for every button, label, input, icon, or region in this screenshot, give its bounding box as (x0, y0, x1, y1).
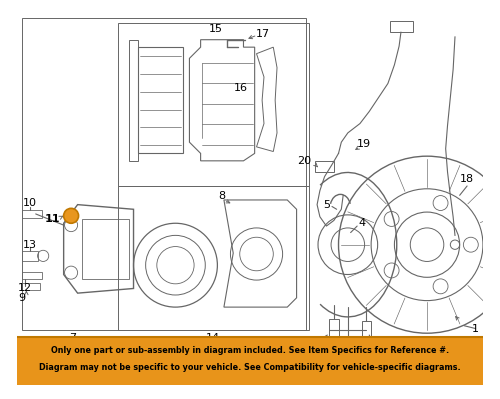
Text: 13: 13 (23, 240, 37, 250)
Bar (17, 337, 483, 385)
Text: 17: 17 (256, 29, 270, 39)
Circle shape (64, 208, 78, 223)
Text: 19: 19 (356, 139, 370, 149)
Text: 9: 9 (18, 293, 26, 303)
Text: Only one part or sub-assembly in diagram included. See Item Specifics for Refere: Only one part or sub-assembly in diagram… (51, 346, 449, 356)
Bar (315, 161, 334, 172)
Text: 15: 15 (208, 24, 222, 34)
Text: 16: 16 (234, 83, 247, 93)
Bar (362, 321, 371, 338)
Bar (22, 272, 42, 279)
Text: 11: 11 (44, 213, 60, 223)
Text: 8: 8 (218, 191, 226, 201)
Text: 2: 2 (337, 344, 344, 354)
Bar (82, 219, 129, 279)
Text: 5: 5 (323, 200, 330, 209)
Text: 6: 6 (316, 340, 324, 350)
Bar (329, 319, 338, 336)
Bar (22, 18, 306, 330)
Bar (118, 23, 308, 186)
Text: 20: 20 (297, 156, 311, 166)
Text: 1: 1 (472, 324, 479, 334)
Text: 4: 4 (358, 218, 366, 228)
Bar (22, 251, 38, 261)
Text: 7: 7 (70, 333, 76, 343)
Bar (22, 283, 40, 290)
Text: 14: 14 (206, 333, 220, 343)
Text: 10: 10 (23, 198, 37, 208)
Text: Diagram may not be specific to your vehicle. See Compatibility for vehicle-speci: Diagram may not be specific to your vehi… (39, 363, 461, 372)
Bar (118, 186, 308, 330)
Text: 3: 3 (368, 340, 374, 350)
Text: 12: 12 (18, 283, 32, 294)
Bar (22, 210, 42, 218)
Text: 18: 18 (460, 174, 474, 184)
